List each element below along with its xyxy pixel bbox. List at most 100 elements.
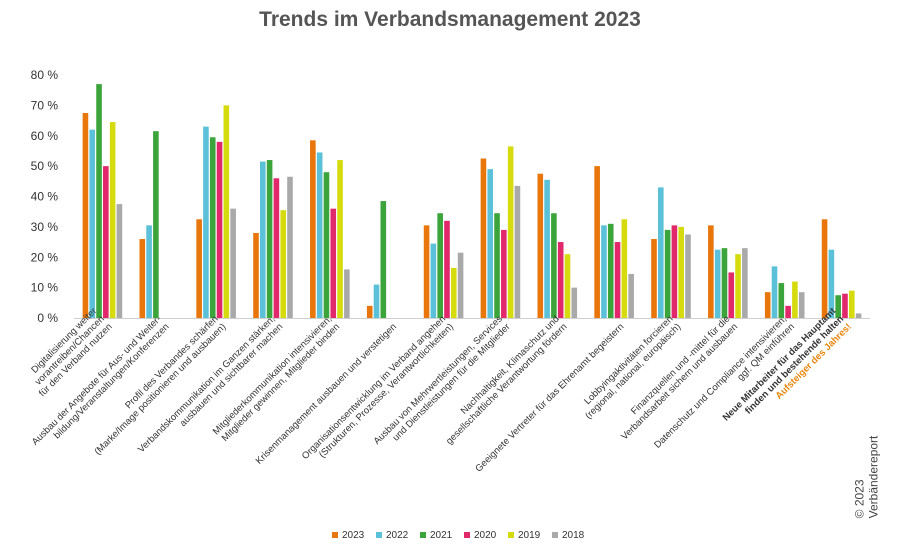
bar-2021-3 — [266, 160, 273, 318]
bar-2020-4 — [330, 208, 337, 318]
bar-2022-7 — [487, 169, 494, 318]
bar-2023-4 — [310, 140, 316, 318]
bar-2021-6 — [437, 213, 443, 318]
bar-2022-9 — [601, 225, 607, 318]
legend-label-2020: 2020 — [474, 530, 497, 541]
bar-2023-1 — [139, 239, 146, 318]
bar-2018-3 — [287, 176, 293, 318]
bar-2020-7 — [501, 229, 507, 318]
bar-2021-2 — [209, 137, 216, 318]
bar-2018-2 — [230, 208, 236, 318]
bar-2018-6 — [457, 252, 464, 318]
y-tick-label: 40 % — [31, 190, 59, 204]
legend-swatch-2023 — [332, 532, 338, 538]
legend-label-2021: 2021 — [430, 530, 453, 541]
bar-2022-6 — [430, 243, 437, 318]
y-tick-label: 70 % — [31, 98, 59, 112]
bar-2022-11 — [714, 249, 721, 318]
bar-2018-8 — [571, 287, 578, 319]
bar-2019-10 — [678, 226, 684, 319]
bar-2019-4 — [337, 160, 343, 318]
bar-2021-1 — [153, 131, 159, 318]
legend-swatch-2021 — [420, 532, 426, 538]
bar-2023-0 — [82, 112, 89, 318]
bar-2020-6 — [444, 220, 450, 318]
bar-2021-12 — [778, 283, 785, 318]
bar-2019-0 — [109, 122, 116, 318]
bar-2022-2 — [203, 126, 209, 318]
bar-2019-8 — [564, 254, 571, 318]
legend-label-2022: 2022 — [386, 530, 409, 541]
bar-2020-10 — [671, 225, 678, 318]
bar-2020-13 — [842, 293, 848, 318]
bar-2020-8 — [557, 242, 564, 318]
bar-2020-2 — [216, 141, 223, 318]
bar-2021-8 — [551, 213, 557, 318]
legend-swatch-2022 — [376, 532, 382, 538]
bar-2021-9 — [607, 223, 614, 318]
bar-2019-2 — [223, 105, 230, 319]
bar-2023-12 — [764, 292, 771, 318]
bar-2019-9 — [621, 219, 628, 318]
bar-2022-1 — [146, 225, 152, 318]
y-tick-label: 0 % — [37, 311, 58, 325]
bar-2019-11 — [735, 254, 741, 318]
bar-2022-10 — [658, 187, 664, 318]
bar-2021-5 — [380, 201, 387, 318]
bar-2020-9 — [614, 242, 621, 318]
bar-2023-13 — [821, 219, 828, 318]
legend-label-2018: 2018 — [562, 530, 585, 541]
bar-2019-6 — [450, 267, 457, 318]
y-tick-label: 20 % — [31, 250, 59, 264]
bar-2021-11 — [721, 248, 728, 318]
bar-2018-12 — [798, 292, 805, 318]
bar-2023-6 — [423, 225, 430, 318]
copyright-credit: © 2023 Verbändereport — [851, 435, 880, 519]
bar-2022-0 — [89, 129, 96, 318]
bar-2018-10 — [685, 234, 691, 318]
legend-label-2023: 2023 — [342, 530, 365, 541]
category-label-line: Mitglieder gewinnen, Mitglieder binden — [220, 321, 342, 443]
bar-2019-3 — [280, 210, 286, 318]
bar-2023-10 — [651, 239, 657, 318]
bar-2018-13 — [855, 313, 862, 318]
bar-2023-8 — [537, 173, 544, 318]
bar-2019-12 — [792, 281, 798, 318]
bar-2023-3 — [253, 232, 259, 318]
bar-2021-13 — [835, 295, 841, 318]
bar-2023-7 — [480, 158, 487, 318]
bar-2021-4 — [323, 172, 330, 318]
bar-2022-12 — [771, 266, 778, 318]
bar-2021-0 — [96, 84, 102, 318]
bar-2019-7 — [507, 146, 514, 318]
category-label-line: gesellschaftliche Verantwortung fördern — [444, 321, 569, 446]
bar-2018-9 — [628, 273, 634, 318]
category-label-10: Lobbyingaktivitäten forcieren(regional, … — [582, 314, 683, 422]
bar-2018-0 — [116, 204, 123, 318]
bar-2021-7 — [494, 213, 500, 318]
bar-2022-5 — [373, 284, 380, 318]
bar-2018-7 — [514, 185, 521, 318]
bar-2023-5 — [366, 305, 373, 318]
legend-label-2019: 2019 — [518, 530, 541, 541]
bar-2023-11 — [708, 225, 714, 318]
chart-title: Trends im Verbandsmanagement 2023 — [259, 8, 641, 31]
bar-2022-13 — [828, 249, 835, 318]
y-tick-label: 10 % — [31, 281, 59, 295]
bar-2020-11 — [728, 272, 735, 318]
bar-2020-3 — [273, 178, 280, 318]
legend-swatch-2019 — [508, 532, 514, 538]
bar-2023-9 — [594, 166, 600, 319]
bar-2022-8 — [544, 179, 550, 318]
y-tick-label: 60 % — [31, 129, 59, 143]
y-tick-label: 50 % — [31, 159, 59, 173]
bar-2020-0 — [103, 166, 109, 319]
legend-swatch-2020 — [464, 532, 470, 538]
y-tick-label: 80 % — [31, 68, 59, 82]
bar-2018-11 — [742, 248, 748, 318]
legend-swatch-2018 — [552, 532, 558, 538]
bar-2021-10 — [664, 229, 671, 318]
bar-2019-13 — [848, 290, 855, 318]
y-tick-label: 30 % — [31, 220, 59, 234]
